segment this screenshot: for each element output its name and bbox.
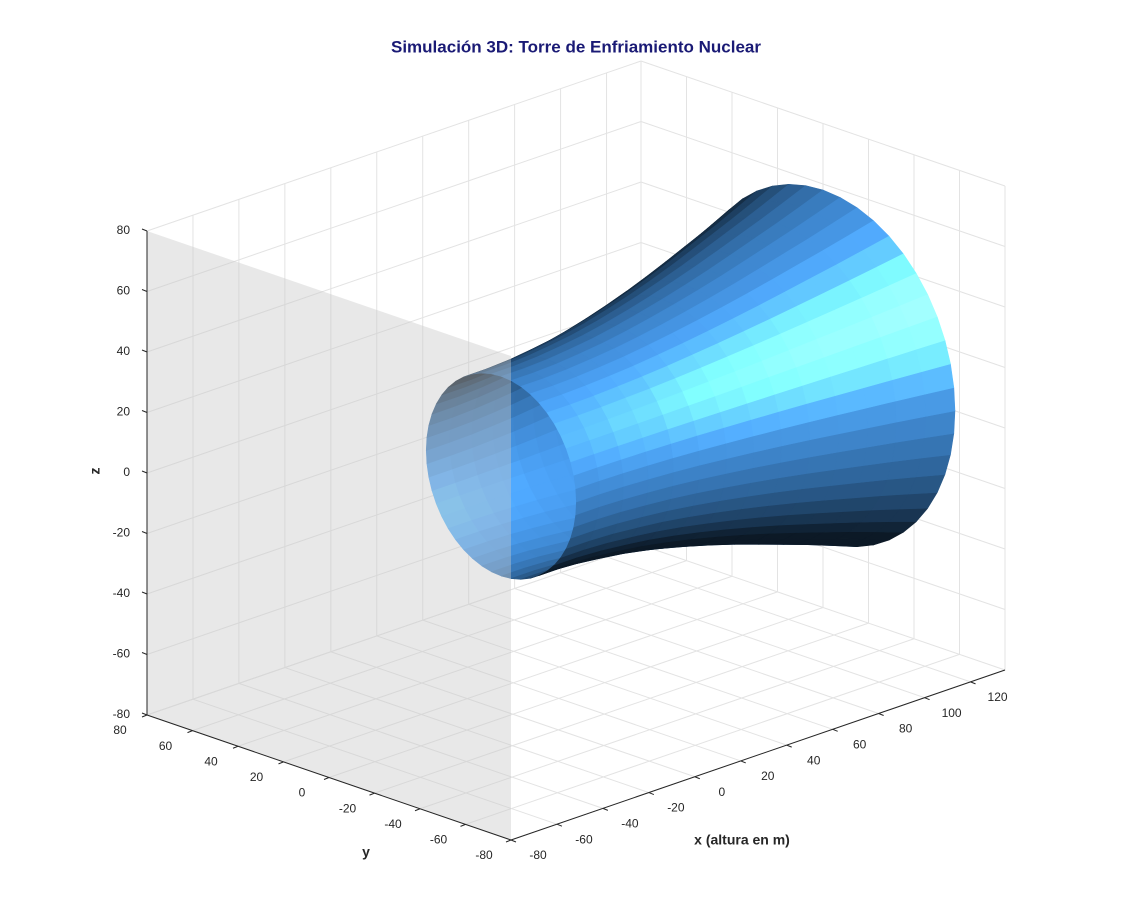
grid-line <box>237 575 733 747</box>
y-tick-label: 60 <box>159 739 173 753</box>
side-plane <box>147 231 511 840</box>
grid-line <box>146 242 642 413</box>
z-axis-label: z <box>87 468 103 475</box>
grid-line <box>328 607 824 778</box>
grid-line <box>146 60 642 232</box>
grid-line <box>419 638 915 810</box>
y-tick <box>141 714 148 718</box>
z-tick <box>141 652 148 655</box>
z-tick <box>141 349 148 353</box>
z-tick <box>141 289 148 292</box>
x-tick <box>648 792 655 796</box>
z-tick-label: 0 <box>123 465 130 479</box>
y-tick <box>232 745 239 749</box>
y-tick-label: -60 <box>430 833 448 847</box>
x-tick-label: 100 <box>942 706 962 720</box>
x-tick <box>832 728 838 732</box>
y-axis-label: y <box>362 844 370 860</box>
y-tick <box>187 730 193 734</box>
y-tick-label: 80 <box>113 723 127 737</box>
z-tick-label: 40 <box>117 344 131 358</box>
x-tick-label: -80 <box>529 848 547 862</box>
x-tick <box>786 744 792 748</box>
surface-patch <box>566 440 594 463</box>
grid-line <box>465 653 960 825</box>
y-tick-label: 40 <box>204 754 218 768</box>
x-tick-label: 60 <box>853 737 867 751</box>
y-tick <box>505 839 512 843</box>
grid-line <box>146 121 642 292</box>
surface <box>425 184 956 580</box>
y-tick-label: 20 <box>250 770 264 784</box>
grid-line <box>146 302 642 474</box>
x-axis-line <box>510 669 1006 841</box>
grid-line <box>146 544 642 716</box>
chart-title: Simulación 3D: Torre de Enfriamiento Nuc… <box>391 37 761 56</box>
z-tick-label: -80 <box>113 707 131 721</box>
x-tick <box>740 760 746 764</box>
grid-line <box>640 121 1006 247</box>
x-tick <box>970 681 976 685</box>
x-tick <box>602 807 609 811</box>
y-tick <box>323 777 330 780</box>
x-tick <box>924 697 930 701</box>
y-tick-label: 0 <box>299 786 306 800</box>
x-tick <box>510 839 517 843</box>
z-tick-label: 20 <box>117 405 131 419</box>
grid-line <box>374 622 869 794</box>
x-tick-label: -40 <box>621 817 639 831</box>
y-tick <box>414 808 421 812</box>
z-tick-label: 60 <box>117 284 131 298</box>
axes-front: -80 -60 -40 -20 0 20 40 60 80 100 120 -80 -60 -40 -20 0… <box>113 223 1008 862</box>
x-tick <box>878 713 884 716</box>
x-tick-label: 20 <box>761 769 775 783</box>
y-tick-label: -80 <box>475 848 493 862</box>
x-tick <box>694 776 700 780</box>
x-tick-label: -20 <box>667 801 685 815</box>
z-tick-label: 80 <box>117 223 131 237</box>
z-tick-label: -20 <box>113 526 131 540</box>
y-tick-label: -40 <box>384 817 402 831</box>
z-tick <box>141 470 148 474</box>
grid-line <box>283 591 778 763</box>
z-tick <box>141 712 148 716</box>
z-tick <box>141 531 148 534</box>
grid-line <box>146 181 642 353</box>
y-tick <box>369 792 375 796</box>
y-tick <box>460 823 466 827</box>
z-tick <box>141 591 148 595</box>
x-tick-label: 0 <box>718 785 725 799</box>
x-tick-label: 80 <box>899 722 913 736</box>
z-tick <box>141 228 148 232</box>
x-tick-label: 40 <box>807 753 821 767</box>
z-tick-label: -40 <box>113 586 131 600</box>
y-tick-label: -20 <box>339 801 357 815</box>
y-tick <box>278 761 284 765</box>
grid-line <box>640 60 1006 187</box>
z-tick-label: -60 <box>113 647 131 661</box>
x-tick <box>556 823 563 827</box>
z-tick <box>141 410 148 413</box>
grid-line <box>640 544 1006 671</box>
x-tick-label: -60 <box>575 832 593 846</box>
grid-line <box>192 560 687 732</box>
x-tick-label: 120 <box>988 690 1008 704</box>
x-axis-label: x (altura en m) <box>694 832 790 848</box>
